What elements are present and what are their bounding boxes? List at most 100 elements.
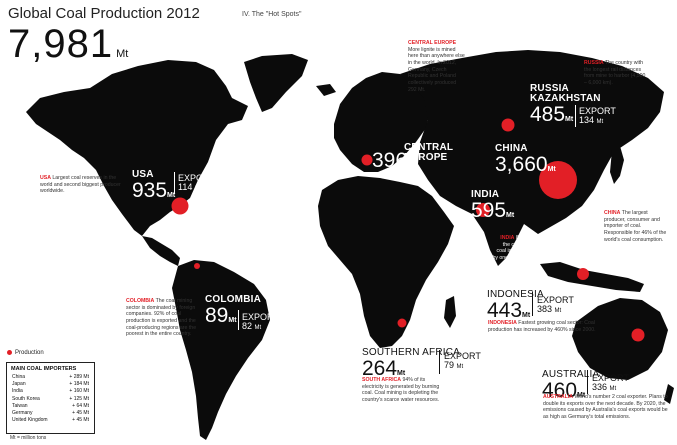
- table-row: South Korea + 125 Mt: [7, 396, 94, 403]
- production-dot-icon: [7, 350, 12, 355]
- production-value: 3,660: [495, 153, 548, 176]
- export-value: 383: [537, 304, 553, 315]
- importer-country: India: [12, 388, 23, 395]
- country-name: COLOMBIA: [205, 294, 262, 305]
- table-row: China + 289 Mt: [7, 374, 94, 381]
- export-unit: Mt: [194, 186, 202, 193]
- landmass-australia: [572, 298, 668, 380]
- note-head: CENTRAL EUROPE: [408, 40, 457, 46]
- label-usa: USA 935Mt: [132, 169, 175, 202]
- export-label: EXPORT: [537, 295, 574, 305]
- note-head: RUSSIA: [584, 60, 604, 66]
- unit-footnote: Mt = million tons: [10, 435, 47, 441]
- bubble-india: [476, 203, 490, 217]
- bubble-colombia: [194, 263, 200, 269]
- importer-country: United Kingdom: [12, 417, 48, 424]
- note-central-europe: CENTRAL EUROPE More lignite is mined her…: [408, 40, 466, 93]
- export-unit: Mt: [609, 386, 617, 393]
- export-value: 336: [592, 382, 608, 393]
- legend-label: Production: [15, 350, 44, 357]
- landmass-north-america: [26, 60, 248, 236]
- landmass-iceland: [316, 84, 336, 96]
- landmass-greenland: [244, 54, 308, 112]
- importers-table: MAIN COAL IMPORTERS China + 289 Mt Japan +…: [6, 362, 95, 434]
- country-name: AUSTRALIA: [542, 369, 600, 380]
- table-row: United Kingdom + 45 Mt: [7, 417, 94, 424]
- landmass-asia: [400, 50, 664, 266]
- export-australia: EXPORT 336 Mt: [592, 373, 629, 393]
- importer-value: + 160 Mt: [69, 388, 89, 395]
- note-head: INDIA: [500, 235, 515, 241]
- export-unit: Mt: [596, 119, 604, 126]
- divider: [587, 370, 588, 394]
- importer-country: Germany: [12, 410, 33, 417]
- country-name: INDIA: [471, 189, 500, 200]
- note-text: The country with the longest rail distan…: [584, 60, 646, 86]
- production-unit: Mt: [506, 212, 515, 219]
- total-value: 7,981: [8, 22, 114, 66]
- note-south-africa: SOUTH AFRICA 94% of its electricity is g…: [362, 377, 442, 404]
- legend: Production: [7, 350, 44, 356]
- country-name: SOUTHERN AFRICA: [362, 347, 461, 358]
- note-head: CHINA: [604, 210, 621, 216]
- importer-country: China: [12, 374, 26, 380]
- table-row: India + 160 Mt: [7, 388, 94, 395]
- note-china: CHINA The largest producer, consumer and…: [604, 210, 670, 243]
- landmass-south-america: [172, 260, 270, 440]
- divider: [439, 350, 440, 374]
- value-central-europe: 396Mt: [372, 150, 415, 171]
- note-head: COLOMBIA: [126, 298, 155, 304]
- landmass-madagascar: [444, 296, 456, 328]
- note-text: 80% of the country's coal is supplied by…: [492, 235, 532, 268]
- name-central-europe: CENTRAL EUROPE: [404, 142, 453, 163]
- note-text: Largest coal reserves in the world and s…: [40, 175, 121, 195]
- export-value: 134: [579, 115, 595, 126]
- importer-value: + 125 Mt: [69, 395, 89, 402]
- landmass-africa: [318, 176, 454, 348]
- bubble-usa: [171, 197, 189, 215]
- label-india: INDIA 595Mt: [471, 189, 515, 222]
- export-label: EXPORT: [592, 373, 629, 383]
- table-row: Taiwan + 64 Mt: [7, 403, 94, 410]
- page-subtitle: IV. The "Hot Spots": [242, 11, 302, 18]
- importer-country: Taiwan: [12, 402, 28, 409]
- production-value: 935: [132, 179, 168, 202]
- note-indonesia: INDONESIA Fastest growing coal sector: C…: [488, 320, 610, 333]
- note-colombia: COLOMBIA The coal mining sector is domin…: [126, 298, 200, 338]
- importer-country: South Korea: [12, 395, 40, 402]
- export-unit: Mt: [254, 325, 262, 332]
- note-russia: RUSSIA The country with the longest rail…: [584, 60, 648, 87]
- country-name: CHINA: [495, 143, 528, 154]
- production-value: 595: [471, 199, 507, 222]
- production-unit: Mt: [407, 162, 416, 169]
- importers-title: MAIN COAL IMPORTERS: [11, 366, 77, 372]
- label-australia: AUSTRALIA 460Mt: [542, 369, 600, 402]
- export-colombia: EXPORT 82 Mt: [242, 312, 279, 332]
- country-name: CENTRAL EUROPE: [404, 142, 453, 163]
- production-unit: Mt: [228, 317, 237, 324]
- export-unit: Mt: [554, 308, 562, 315]
- note-australia: AUSTRALIA World's number 2 coal exporter…: [543, 394, 671, 421]
- export-label: EXPORT: [242, 312, 279, 322]
- export-value: 114: [178, 182, 193, 193]
- importer-value: + 45 Mt: [72, 410, 89, 417]
- divider: [238, 310, 239, 330]
- note-head: SOUTH AFRICA: [362, 377, 401, 383]
- note-text: Fastest growing coal sector: Coal produc…: [488, 320, 596, 333]
- production-unit: Mt: [547, 166, 556, 173]
- importer-value: + 184 Mt: [69, 381, 89, 388]
- export-label: EXPORT: [579, 106, 616, 116]
- production-unit: Mt: [565, 116, 574, 123]
- country-name: RUSSIA KAZAKHSTAN: [530, 83, 601, 104]
- total-production: 7,981 Mt: [8, 22, 128, 67]
- label-china: CHINA 3,660Mt: [495, 143, 556, 176]
- export-indonesia: EXPORT 383 Mt: [537, 295, 574, 315]
- country-name: USA: [132, 169, 154, 180]
- divider: [532, 292, 533, 316]
- importer-country: Japan: [12, 381, 26, 388]
- production-bubbles: [171, 118, 645, 342]
- importer-value: + 45 Mt: [72, 417, 89, 424]
- export-unit: Mt: [456, 364, 464, 371]
